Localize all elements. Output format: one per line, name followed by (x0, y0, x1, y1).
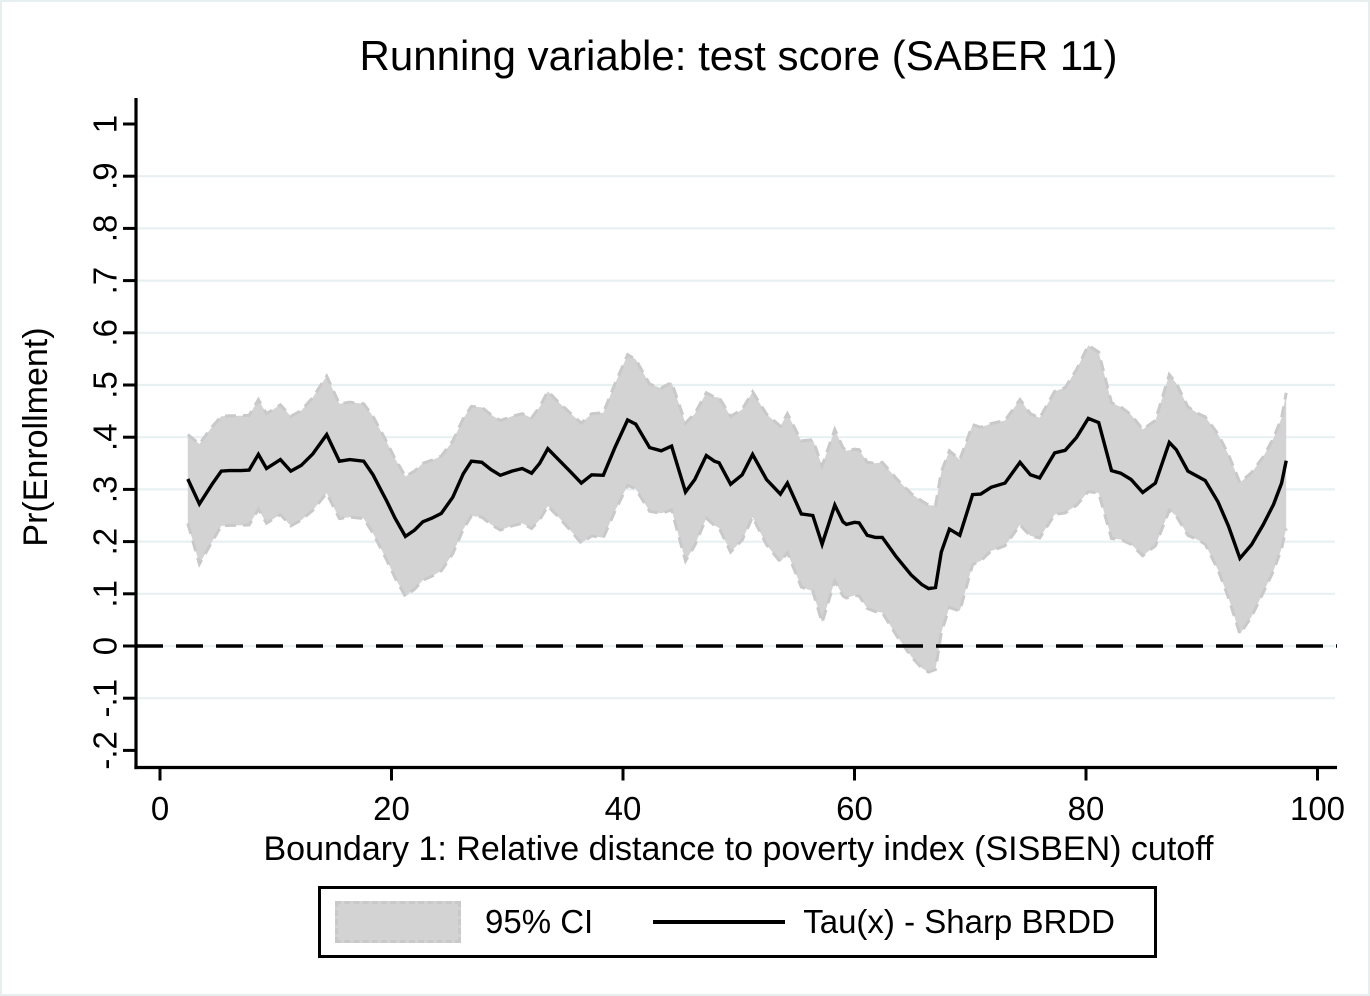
ci-band-label: 95% CI (485, 903, 594, 940)
ci-band-swatch (335, 901, 461, 943)
tau-line-label: Tau(x) - Sharp BRDD (803, 903, 1115, 940)
y-tick-label: .9 (87, 162, 124, 190)
tau-line (186, 416, 1288, 591)
x-axis-title: Boundary 1: Relative distance to poverty… (263, 830, 1214, 868)
x-tick-label: 100 (1290, 790, 1345, 827)
legend: 95% CI Tau(x) - Sharp BRDD (318, 886, 1157, 958)
y-tick-label: .3 (87, 476, 124, 504)
y-tick-label: .7 (87, 267, 124, 295)
tau-line-swatch (653, 920, 786, 924)
ci-band-upper-edge (186, 343, 1288, 508)
y-tick-label: .5 (87, 371, 124, 399)
x-tick-label: 80 (1068, 790, 1105, 827)
y-tick-label: .1 (87, 580, 124, 608)
y-tick-label: 1 (87, 115, 124, 133)
y-tick-label: .8 (87, 215, 124, 243)
y-tick-label: .2 (87, 528, 124, 556)
y-tick-label: .6 (87, 319, 124, 347)
ci-band (187, 345, 1287, 673)
y-tick-label: 0 (87, 637, 124, 655)
x-tick-label: 40 (605, 790, 642, 827)
page-title: Running variable: test score (SABER 11) (359, 32, 1118, 79)
y-tick-label: -.2 (87, 731, 124, 770)
y-tick-label: -.1 (87, 679, 124, 718)
x-tick-label: 0 (151, 790, 169, 827)
x-tick-label: 60 (836, 790, 873, 827)
x-tick-label: 20 (373, 790, 410, 827)
y-tick-label: .4 (87, 423, 124, 451)
ci-band-lower-edge (186, 483, 1288, 674)
